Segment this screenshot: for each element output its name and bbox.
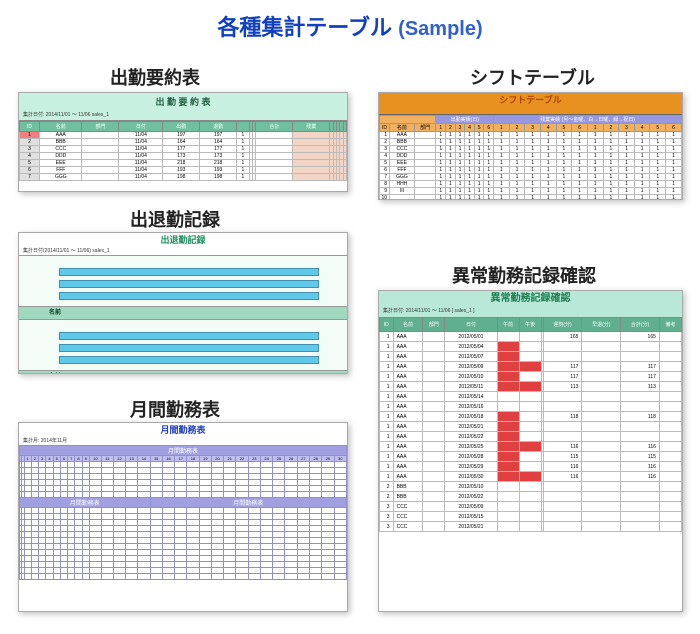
t5-header: 月間勤務表 [19,423,347,437]
title-jp: 各種集計テーブル [217,15,392,40]
t4-period: 集計日付: 2014/11/01 ～ 11/06 [ sales_1 ] [379,307,682,317]
t1-table: ID名前部門日付出勤退勤合計残業1AAA11/0419719712BBB11/0… [19,121,347,181]
gantt-bar [59,280,319,288]
t3-name-2: 名前 [19,371,347,374]
t4-table: ID名前部門日付午前午後遅刻(分)早退(分)合計(分)備考1AAA2012/05… [379,317,682,532]
title-en: (Sample) [398,18,482,40]
gantt-bar [59,356,319,364]
page-title: 各種集計テーブル (Sample) [0,10,700,42]
label-shift-table: シフトテーブル [470,64,595,90]
gantt-bar [59,344,319,352]
t1-period: 集計日付: 2014/11/01 ～ 11/06 sales_1 [19,111,347,121]
label-attendance-summary: 出勤要約表 [110,64,200,90]
thumb-attendance-summary: 出 勤 要 約 表 集計日付: 2014/11/01 ～ 11/06 sales… [18,92,348,192]
t1-header: 出 勤 要 約 表 [19,93,347,111]
t2-table: 出勤実績(日)残業実績 (月～金曜、白→日曜、緑→祝日)ID名前部門123456… [379,115,682,200]
t2-header: シフトテーブル [379,93,682,107]
thumb-monthly-duty: 月間勤務表 集計月: 2014年11月 月間勤務表123456789101112… [18,422,348,612]
t5-period: 集計月: 2014年11月 [19,437,347,445]
gantt-bar [59,292,319,300]
t3-period: 集計日付(2014/11/01 ～ 11/06) sales_1 [19,247,347,255]
t3-header: 出退勤記録 [19,233,347,247]
t5-table: 月間勤務表12345678910111213141516171819202122… [19,445,347,580]
gantt-bar [59,268,319,276]
label-monthly-duty: 月間勤務表 [130,396,220,422]
thumb-abnormal-record: 異常勤務記録確認 集計日付: 2014/11/01 ～ 11/06 [ sale… [378,290,683,612]
gantt-bar [59,332,319,340]
t3-gantt-2 [19,319,347,371]
label-clock-record: 出退勤記録 [130,206,220,232]
thumb-shift-table: シフトテーブル 出勤実績(日)残業実績 (月～金曜、白→日曜、緑→祝日)ID名前… [378,92,683,200]
t4-header: 異常勤務記録確認 [379,291,682,307]
label-abnormal-record: 異常勤務記録確認 [452,262,596,288]
t2-period [379,107,682,115]
t3-gantt-1 [19,255,347,307]
thumb-clock-record: 出退勤記録 集計日付(2014/11/01 ～ 11/06) sales_1 名… [18,232,348,374]
t3-name-1: 名前 [19,307,347,319]
